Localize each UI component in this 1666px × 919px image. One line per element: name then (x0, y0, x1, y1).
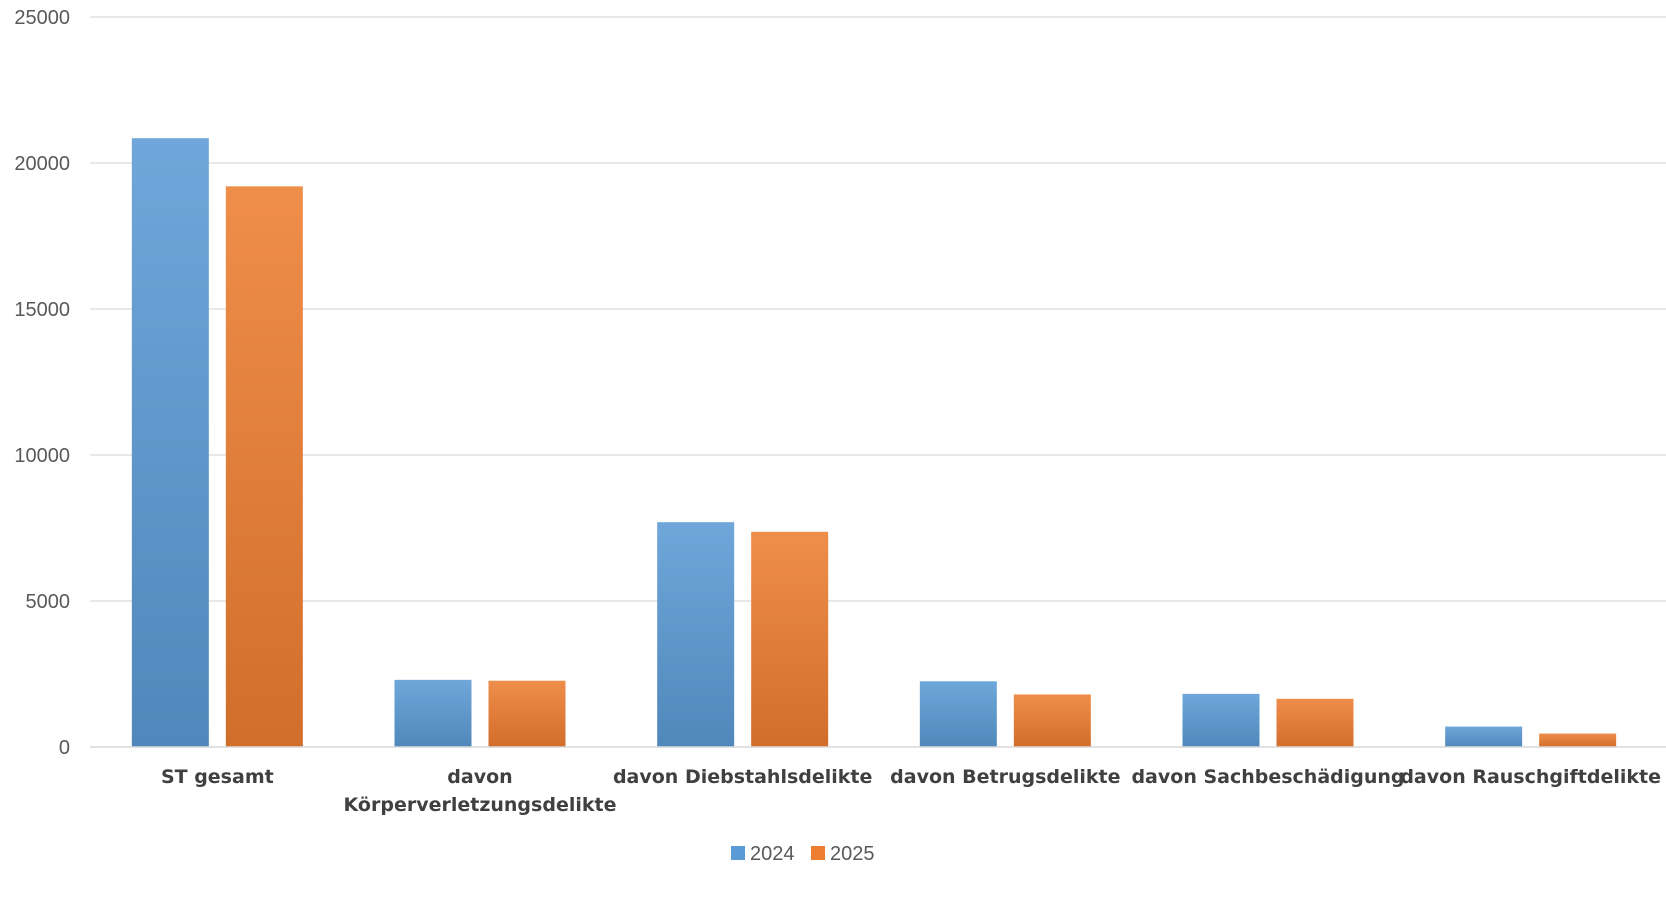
bar-2024-5 (1445, 726, 1523, 747)
y-tick-label: 0 (59, 737, 70, 759)
gridlines (90, 16, 1666, 602)
y-tick-label: 25000 (14, 7, 70, 29)
bar-2025-5 (1539, 733, 1617, 747)
bar-2024-4 (1182, 693, 1260, 747)
x-category-label: davon Rauschgiftdelikte (1400, 766, 1661, 788)
legend-swatch-2025 (811, 846, 825, 860)
bar-2025-4 (1276, 698, 1354, 747)
y-tick-label: 15000 (14, 299, 70, 321)
bar-2025-2 (751, 531, 829, 747)
bar-2024-1 (394, 679, 472, 747)
y-axis-tick-labels: 0 5000 10000 15000 20000 25000 (14, 7, 70, 759)
bar-2025-0 (225, 186, 303, 748)
y-tick-label: 10000 (14, 445, 70, 467)
legend: 2024 2025 (731, 843, 875, 865)
x-axis-category-labels: ST gesamt davon Körperverletzungsdelikteda… (161, 766, 1661, 816)
bar-2025-1 (488, 680, 566, 747)
bar-2024-0 (131, 138, 209, 747)
bar-2024-2 (657, 522, 735, 747)
legend-label-2024: 2024 (750, 843, 795, 865)
x-category-label: ST gesamt (161, 766, 274, 788)
bar-2025-3 (1013, 694, 1091, 747)
bar-2024-3 (919, 681, 997, 747)
x-category-label: davon Betrugsdelikte (890, 766, 1120, 788)
legend-swatch-2024 (731, 846, 745, 860)
legend-label-2025: 2025 (830, 843, 875, 865)
bars (131, 138, 1617, 748)
y-tick-label: 5000 (26, 591, 71, 613)
x-category-label: davon Sachbeschädigung (1131, 766, 1404, 788)
y-tick-label: 20000 (14, 153, 70, 175)
x-category-label: davon Körperverletzungsdelikte (344, 766, 617, 816)
x-category-label: davon Diebstahlsdelikte (613, 766, 872, 788)
